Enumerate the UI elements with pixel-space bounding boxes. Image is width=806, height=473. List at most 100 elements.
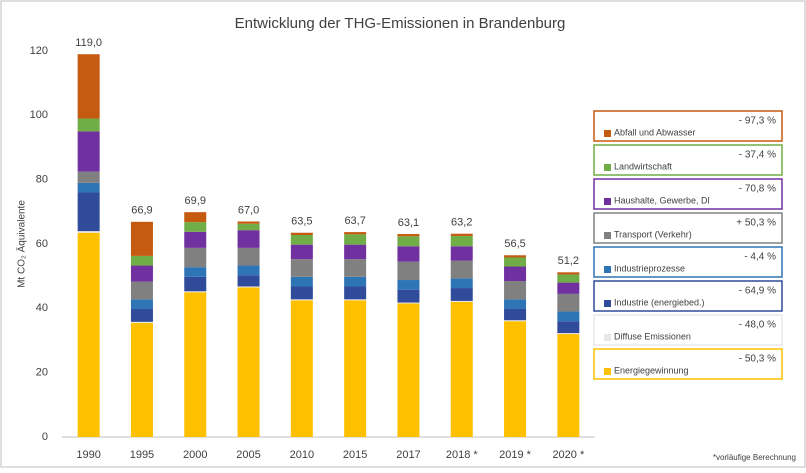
legend-label: Landwirtschaft (614, 161, 673, 171)
bar-segment (504, 266, 527, 281)
bar-segment (504, 321, 527, 437)
bar-segment (557, 321, 580, 334)
bar-segment (237, 221, 260, 224)
y-axis-label: Mt CO₂ Äquivalente (16, 200, 28, 288)
legend-swatch (604, 198, 611, 205)
bar-segment (184, 212, 207, 223)
bar-segment (397, 261, 420, 281)
total-label: 63,5 (291, 216, 312, 228)
legend-swatch (604, 300, 611, 307)
legend-box (593, 280, 783, 312)
legend-label: Transport (Verkehr) (614, 229, 692, 239)
legend-change: - 37,4 % (739, 150, 776, 161)
bar-segment (130, 321, 153, 323)
bar-segment (130, 221, 153, 256)
y-tick-label: 40 (36, 302, 48, 314)
bar-segment (130, 322, 153, 437)
bar-segment (290, 232, 313, 235)
total-label: 119,0 (75, 37, 102, 49)
bar-segment (184, 292, 207, 437)
bar-segment (130, 265, 153, 282)
total-label: 51,2 (558, 255, 579, 267)
bar-segment (77, 231, 100, 233)
x-tick-label: 1990 (76, 449, 100, 461)
total-label: 63,7 (344, 215, 365, 227)
legend-swatch (604, 164, 611, 171)
bar-segment (77, 131, 100, 172)
total-label: 66,9 (131, 205, 152, 217)
legend-box (593, 348, 783, 380)
legend-change: - 70,8 % (739, 184, 776, 195)
bar-segment (450, 246, 473, 261)
bar-segment (557, 282, 580, 294)
bar-segment (397, 234, 420, 237)
bar-segment (130, 255, 153, 266)
bar-segment (450, 235, 473, 247)
bar-segment (77, 54, 100, 119)
bar-segment (237, 265, 260, 276)
bar-segment (344, 232, 367, 235)
legend-box (593, 144, 783, 176)
x-tick-label: 2010 (290, 449, 314, 461)
x-tick-label: 2017 (396, 449, 420, 461)
bar-segment (557, 293, 580, 312)
y-tick-label: 20 (36, 367, 48, 379)
x-tick-label: 2015 (343, 449, 367, 461)
bar-segment (450, 260, 473, 279)
bar-segment (130, 308, 153, 322)
bar-segment (557, 274, 580, 283)
bar-segment (130, 281, 153, 300)
bar-segment (77, 232, 100, 437)
chart-title: Entwicklung der THG-Emissionen in Brande… (235, 15, 566, 32)
bar-segment (557, 334, 580, 437)
bar-segment (184, 247, 207, 268)
total-label: 63,2 (451, 217, 472, 229)
legend-label: Abfall und Abwasser (614, 127, 696, 137)
total-label: 56,5 (504, 238, 525, 250)
y-tick-label: 80 (36, 174, 48, 186)
bar-segment (504, 308, 527, 321)
legend-box (593, 212, 783, 244)
bar-segment (344, 259, 367, 277)
bar-segment (130, 299, 153, 309)
bar-segment (290, 234, 313, 245)
legend-label: Industrie (energiebed.) (614, 297, 705, 307)
bar-segment (290, 286, 313, 300)
bar-segment (450, 300, 473, 302)
bar-segment (504, 257, 527, 267)
legend-box (593, 246, 783, 278)
bar-segment (77, 118, 100, 132)
legend-change: - 97,3 % (739, 116, 776, 127)
bar-segment (344, 244, 367, 260)
bar-segment (557, 333, 580, 335)
bar-segment (290, 299, 313, 301)
x-tick-label: 2020 * (552, 449, 585, 461)
bar-segment (397, 236, 420, 247)
x-tick-label: 2018 * (446, 449, 479, 461)
bar-segment (184, 267, 207, 277)
bar-segment (237, 230, 260, 248)
bar-segment (344, 234, 367, 245)
legend-change: + 50,3 % (736, 218, 776, 229)
bar-segment (344, 300, 367, 437)
bar-segment (397, 302, 420, 304)
bar-segment (184, 291, 207, 293)
bar-segment (397, 246, 420, 262)
bar-segment (77, 182, 100, 193)
legend-label: Industrieprozesse (614, 263, 685, 273)
legend-swatch (604, 232, 611, 239)
bar-segment (237, 223, 260, 231)
bar-segment (290, 300, 313, 437)
bar-segment (184, 231, 207, 248)
bar-segment (397, 280, 420, 290)
bar-segment (397, 289, 420, 303)
legend-change: - 48,0 % (739, 320, 776, 331)
y-tick-label: 120 (30, 45, 48, 57)
bar-segment (504, 299, 527, 309)
bar-segment (344, 286, 367, 300)
bar-segment (557, 272, 580, 275)
y-tick-label: 100 (30, 109, 48, 121)
x-tick-label: 1995 (130, 449, 154, 461)
total-label: 69,9 (185, 195, 206, 207)
total-label: 67,0 (238, 204, 259, 216)
